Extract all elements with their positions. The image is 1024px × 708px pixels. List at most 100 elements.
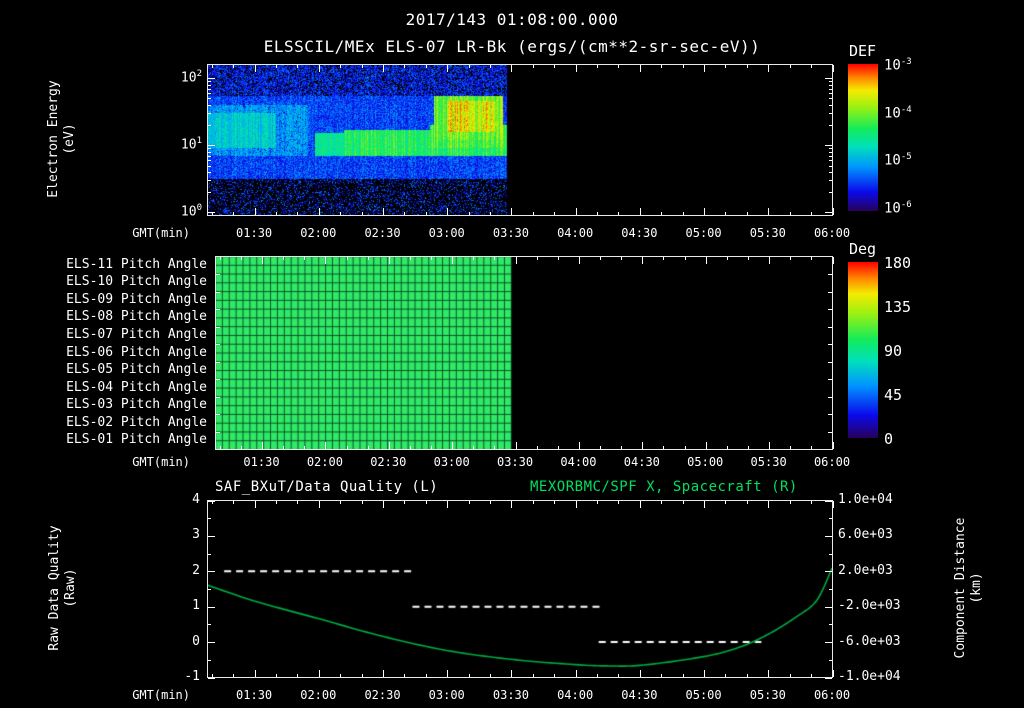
time-tick-label: 04:00 [557,226,594,240]
quality-tick-label: 3 [192,527,200,543]
deg-colorbar-tick-label: 90 [884,342,903,360]
distance-tick-label: 6.0e+03 [838,527,893,543]
plot-units: (ergs/(cm**2-sr-sec-eV)) [517,37,761,56]
pitch-row-label: ELS-04 Pitch Angle [66,379,207,395]
spectrogram-y-axis-title: Electron Energy (eV) [46,0,78,289]
time-tick-label: 05:00 [687,455,724,469]
quality-y-axis-title-line2: (Raw) [63,568,78,608]
distance-y-axis-title-line1: Component Distance [953,517,968,659]
header-title-row: ELSSCIL/MEx ELS-07 LR-Bk (ergs/(cm**2-sr… [0,37,1024,56]
quality-tick-label: -1 [184,669,200,684]
pitch-row-label: ELS-10 Pitch Angle [66,274,207,290]
def-colorbar-title: DEF [849,42,877,60]
time-tick-label: 05:30 [749,688,786,702]
pitch-angle-canvas [215,256,832,449]
deg-colorbar-title: Deg [849,240,877,258]
time-tick-label: 05:00 [685,226,722,240]
spacer [507,37,517,56]
pitch-row-label: ELS-11 Pitch Angle [66,256,207,272]
pitch-row-label: ELS-09 Pitch Angle [66,291,207,307]
pitch-row-label: ELS-01 Pitch Angle [66,432,207,448]
quality-title-right: MEXORBMC/SPF X, Spacecraft (R) [530,479,798,495]
time-tick-label: 06:00 [813,455,851,469]
time-tick-label: 04:00 [560,455,597,469]
time-tick-label: 02:30 [364,688,401,702]
x-tick [832,257,834,264]
quality-canvas [207,500,832,677]
def-colorbar-tick-label: 10-5 [884,152,912,169]
energy-tick-label: 100 [180,202,202,220]
energy-tick-label: 102 [180,68,202,86]
deg-colorbar-tick-label: 0 [884,430,894,448]
time-tick-label: 06:00 [813,226,851,240]
quality-tick-label: 0 [192,633,200,649]
deg-colorbar-tick-label: 45 [884,386,903,404]
energy-tick-label: 101 [180,135,202,153]
time-tick-label: 06:00 [813,688,851,702]
time-tick-label: 04:30 [621,688,658,702]
time-tick-label: 05:30 [749,226,786,240]
time-tick-label: 02:00 [300,226,337,240]
header-datetime: 2017/143 01:08:00.000 [405,10,619,29]
plot-title: ELSSCIL/MEx ELS-07 LR-Bk [263,37,507,56]
deg-colorbar [848,262,878,438]
time-tick-label: 03:00 [433,455,470,469]
time-tick-label: 05:30 [750,455,787,469]
spectrogram-canvas [207,64,832,215]
deg-colorbar-tick-label: 135 [884,298,912,316]
time-tick-label: 04:00 [557,688,594,702]
def-colorbar-tick-label: 10-3 [884,57,912,74]
distance-tick-label: 2.0e+03 [838,562,893,578]
quality-tick-label: 2 [192,562,200,578]
time-tick-label: 02:30 [370,455,407,469]
time-tick-label: 05:00 [685,688,722,702]
spectrogram-y-axis-title-line2: (eV) [62,123,77,155]
time-tick-label: 02:30 [364,226,401,240]
distance-tick-label: -2.0e+03 [838,598,901,614]
spectrogram-y-axis-title-line1: Electron Energy [46,80,61,198]
time-tick-label: 01:30 [243,455,280,469]
quality-title-left: SAF_BXuT/Data Quality (L) [215,479,439,495]
time-tick-label: 04:30 [623,455,660,469]
pitch-row-label: ELS-07 Pitch Angle [66,326,207,342]
time-tick-label: 03:30 [496,455,534,469]
time-tick-label: 04:30 [621,226,658,240]
quality-tick-label: 1 [192,598,200,614]
time-tick-label: 03:00 [428,688,465,702]
x-tick [832,65,834,72]
distance-tick-label: 1.0e+04 [838,492,893,507]
quality-tick-label: 4 [192,492,200,507]
pitch-row-label: ELS-05 Pitch Angle [66,362,207,378]
spectrogram-gmt-label: GMT(min) [132,226,190,240]
time-tick-label: 03:30 [492,226,529,240]
time-tick-label: 03:00 [428,226,465,240]
deg-colorbar-tick-label: 180 [884,254,912,272]
pitch-row-label: ELS-02 Pitch Angle [66,414,207,430]
quality-y-axis-title: Raw Data Quality (Raw) [47,438,79,708]
quality-y-axis-title-line1: Raw Data Quality [47,525,62,651]
pitch-row-label: ELS-03 Pitch Angle [66,397,207,413]
time-tick-label: 02:00 [306,455,343,469]
quality-gmt-label: GMT(min) [132,688,190,702]
x-tick [832,442,834,449]
distance-y-axis-title: Component Distance (km) [953,438,985,708]
distance-tick-label: -1.0e+04 [838,669,901,684]
x-tick [832,208,834,215]
distance-tick-label: -6.0e+03 [838,633,901,649]
time-tick-label: 01:30 [236,226,273,240]
pitch-gmt-label: GMT(min) [132,455,190,469]
time-tick-label: 01:30 [236,688,273,702]
time-tick-label: 03:30 [492,688,529,702]
def-colorbar-tick-label: 10-4 [884,104,912,122]
pitch-row-label: ELS-08 Pitch Angle [66,309,207,325]
pitch-row-label: ELS-06 Pitch Angle [66,344,207,360]
x-tick [832,501,834,508]
x-tick [832,670,834,677]
distance-y-axis-title-line2: (km) [969,572,984,604]
y-tick [825,677,832,679]
def-colorbar-tick-label: 10-6 [884,200,912,217]
def-colorbar [848,64,878,211]
y-tick [208,677,215,679]
time-tick-label: 02:00 [300,688,337,702]
